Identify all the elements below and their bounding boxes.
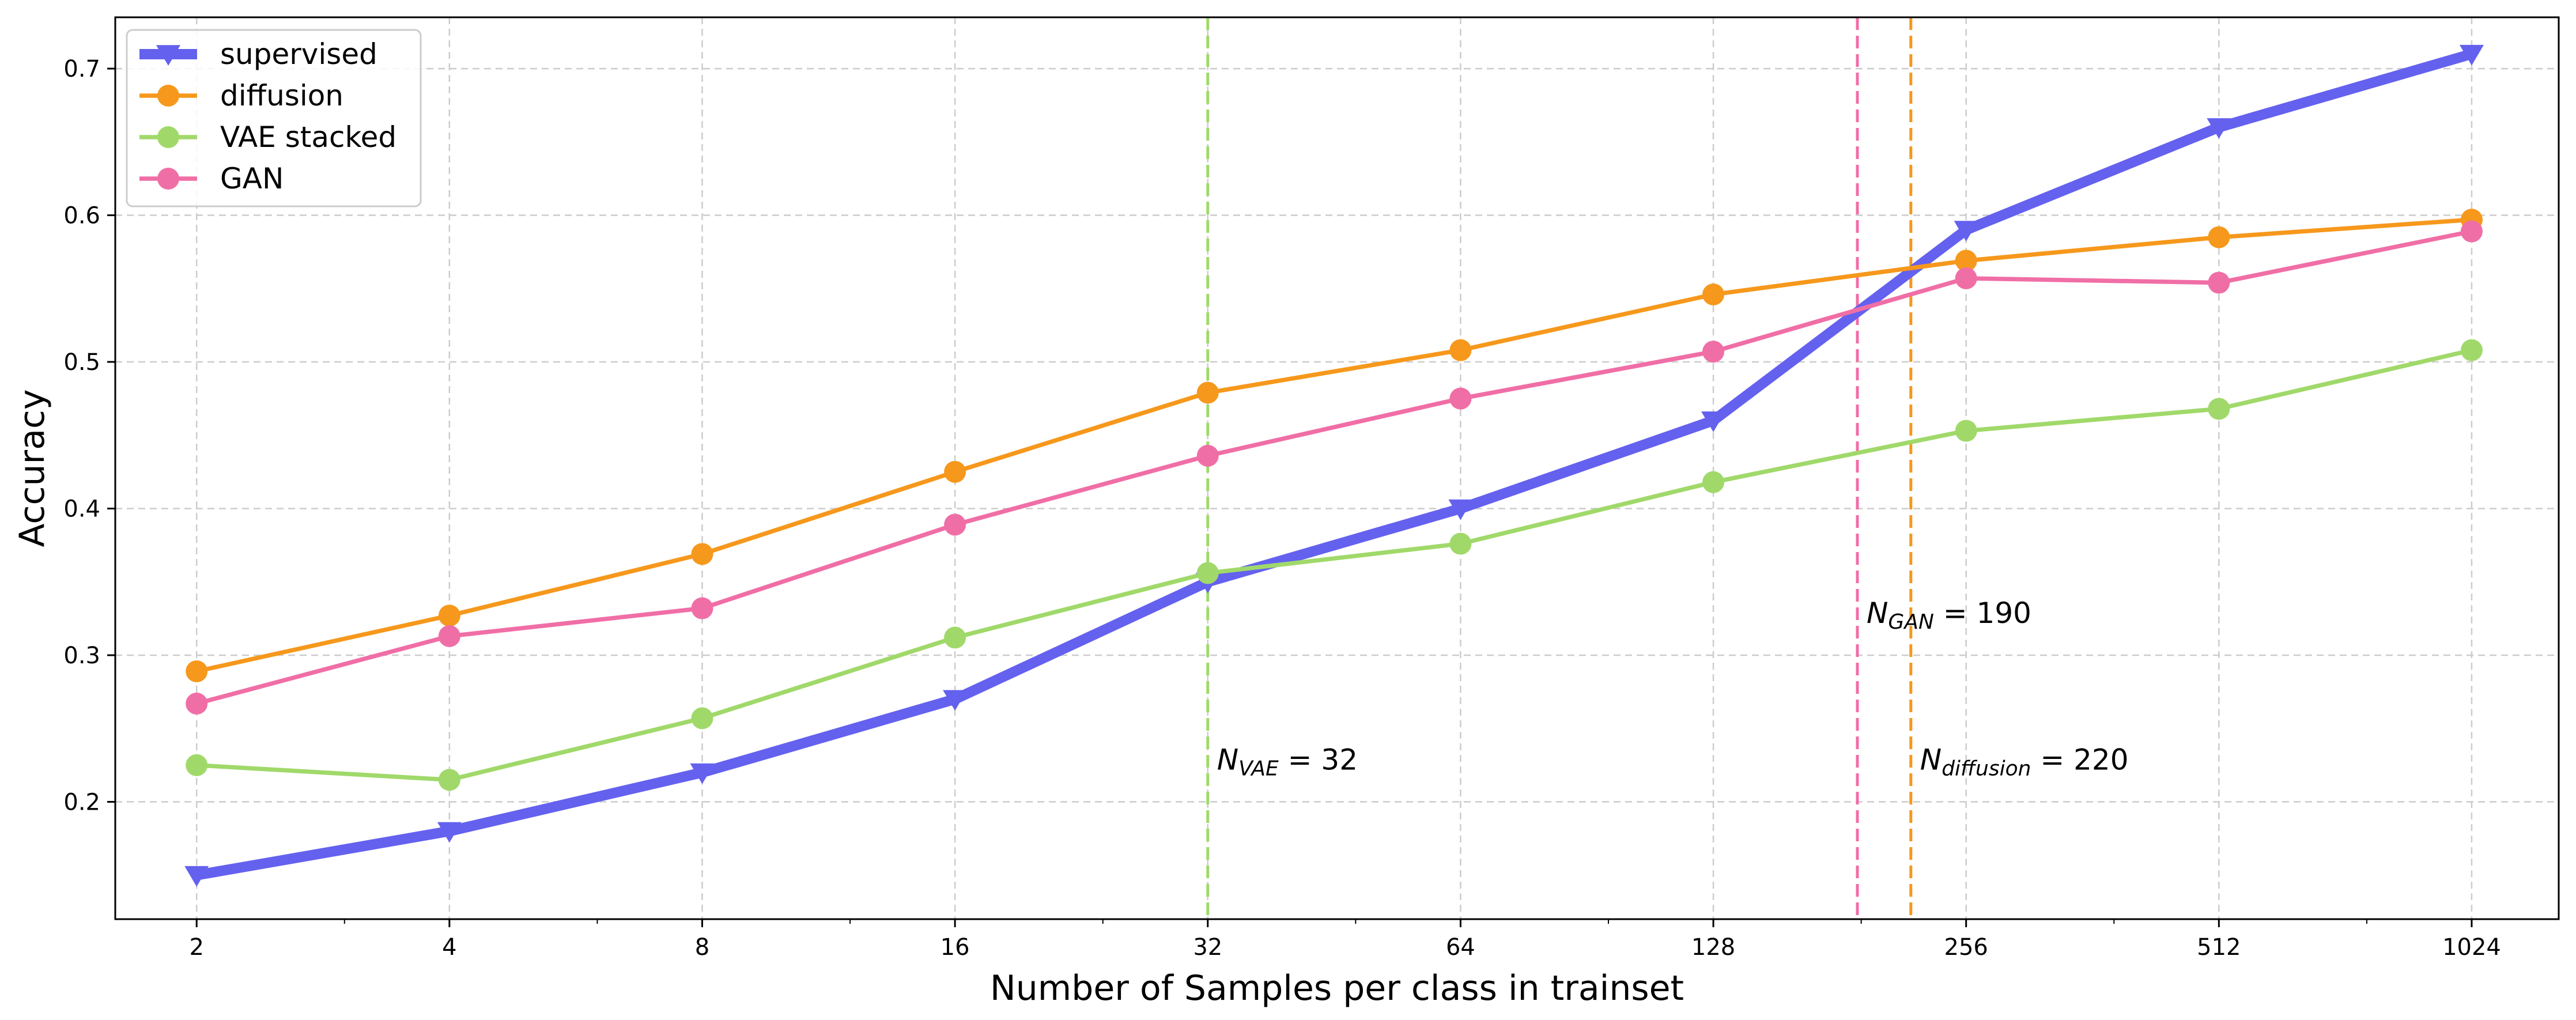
legend-box	[126, 29, 422, 207]
legend-marker	[157, 126, 179, 148]
data-point	[2208, 226, 2230, 248]
data-point	[184, 866, 209, 887]
data-point	[691, 543, 713, 565]
legend: supervised diffusion VAE stacked GAN	[126, 29, 422, 207]
data-point	[1449, 339, 1472, 361]
x-tick-label: 32	[1193, 934, 1222, 961]
y-tick-label: 0.6	[63, 203, 100, 229]
x-tick-label: 512	[2197, 934, 2241, 961]
data-point	[2460, 220, 2483, 243]
data-point	[690, 763, 715, 784]
y-tick-label: 0.2	[63, 789, 100, 815]
y-tick-label: 0.4	[63, 496, 100, 522]
data-point	[944, 460, 966, 483]
y-tick-label: 0.5	[63, 349, 100, 376]
data-point	[1449, 532, 1472, 555]
data-point	[2208, 398, 2230, 420]
threshold-annotation: NVAE = 32	[1217, 743, 1358, 780]
series-gan	[186, 220, 2483, 715]
series-line	[195, 48, 2473, 881]
plot-frame	[114, 16, 2560, 920]
threshold-annotation: Ndiffusion = 220	[1920, 743, 2129, 780]
series-diffusion	[186, 209, 2483, 682]
grid-lines	[115, 17, 2559, 919]
data-point	[437, 822, 462, 843]
data-point	[1702, 341, 1725, 363]
data-point	[186, 660, 208, 682]
x-tick-label: 128	[1691, 934, 1735, 961]
x-axis-ticks: 2 4 8 16 32 64 128 256 512 1024	[189, 919, 2501, 961]
legend-label: GAN	[220, 162, 284, 195]
series-line	[196, 347, 2472, 783]
x-tick-label: 1024	[2442, 934, 2501, 961]
data-point	[691, 597, 713, 619]
series-vae-stacked	[186, 339, 2483, 791]
data-point	[2208, 271, 2230, 294]
x-tick-label: 256	[1944, 934, 1988, 961]
data-point	[943, 690, 968, 711]
data-point	[2207, 118, 2231, 139]
data-point	[1954, 221, 1978, 241]
data-point	[1196, 381, 1219, 404]
threshold-annotation: NGAN = 190	[1867, 596, 2031, 634]
data-point	[1449, 387, 1472, 410]
x-tick-label: 4	[442, 934, 456, 961]
data-point	[944, 513, 966, 536]
x-tick-label: 8	[695, 934, 709, 961]
y-axis-ticks: 0.2 0.3 0.4 0.5 0.6 0.7	[63, 56, 115, 815]
y-axis-label: Accuracy	[12, 390, 52, 547]
data-point	[1196, 444, 1219, 467]
data-point	[438, 625, 460, 647]
y-tick-label: 0.3	[63, 643, 100, 669]
data-point	[944, 626, 966, 649]
data-point	[438, 605, 460, 627]
legend-label: supervised	[220, 37, 377, 71]
legend-marker	[157, 168, 179, 190]
series-line	[196, 217, 2472, 674]
data-point	[2460, 339, 2483, 361]
data-point	[1955, 250, 1977, 272]
legend-marker	[157, 85, 179, 107]
data-point	[186, 754, 208, 776]
data-point	[691, 707, 713, 730]
data-point	[1955, 267, 1977, 289]
legend-label: diffusion	[220, 79, 343, 112]
data-point	[1448, 499, 1473, 520]
legend-marker	[156, 45, 180, 66]
x-tick-label: 64	[1446, 934, 1475, 961]
data-series	[184, 44, 2484, 887]
data-point	[2459, 44, 2484, 66]
data-point	[186, 692, 208, 715]
data-point	[1702, 471, 1725, 493]
data-point	[1702, 283, 1725, 305]
legend-label: VAE stacked	[220, 120, 396, 154]
threshold-annotations: NVAE = 32 NGAN = 190 Ndiffusion = 220	[1217, 596, 2129, 780]
data-point	[1955, 420, 1977, 442]
data-point	[438, 769, 460, 791]
x-tick-label: 16	[940, 934, 970, 961]
threshold-lines	[1206, 17, 1913, 919]
data-point	[1196, 562, 1219, 584]
series-line	[196, 229, 2472, 706]
x-tick-label: 2	[189, 934, 203, 961]
data-point	[1701, 411, 1726, 432]
y-tick-label: 0.7	[63, 56, 100, 82]
x-axis-label: Number of Samples per class in trainset	[990, 968, 1684, 1008]
